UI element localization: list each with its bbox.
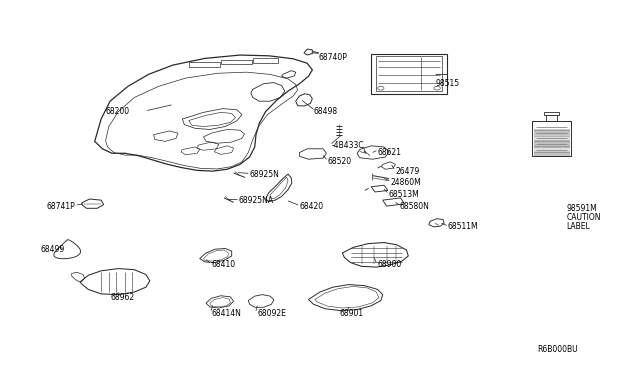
Text: 68901: 68901: [339, 309, 364, 318]
Text: 68580N: 68580N: [400, 202, 430, 211]
Text: 68410: 68410: [211, 260, 236, 269]
Text: 26479: 26479: [396, 167, 420, 176]
Text: 68925NA: 68925NA: [239, 196, 274, 205]
Bar: [189, 62, 220, 67]
Text: LABEL: LABEL: [566, 222, 590, 231]
Bar: [253, 58, 278, 63]
Bar: [534, 141, 570, 147]
Text: 98591M: 98591M: [566, 204, 597, 213]
Text: 68511M: 68511M: [448, 222, 479, 231]
Bar: [534, 130, 570, 135]
Bar: [376, 56, 442, 91]
Text: 68925N: 68925N: [250, 170, 280, 179]
Bar: [532, 121, 571, 156]
Bar: [534, 152, 570, 156]
Text: 68200: 68200: [106, 107, 130, 116]
Bar: [534, 147, 570, 151]
Text: 68414N: 68414N: [211, 309, 241, 318]
Text: 68740P: 68740P: [319, 53, 348, 62]
Text: 68513M: 68513M: [388, 190, 419, 199]
Text: 98515: 98515: [435, 79, 460, 88]
Text: 68092E: 68092E: [258, 309, 287, 318]
Text: 68621: 68621: [378, 148, 402, 157]
Text: 68498: 68498: [314, 107, 338, 116]
Bar: [544, 112, 559, 115]
Bar: [546, 115, 557, 122]
Text: 68900: 68900: [378, 260, 402, 269]
Text: -4B433C: -4B433C: [332, 141, 364, 150]
Text: 68741P: 68741P: [46, 202, 75, 211]
Text: 24860M: 24860M: [390, 178, 421, 187]
Bar: [534, 136, 570, 141]
Text: CAUTION: CAUTION: [566, 213, 601, 222]
Text: 68520: 68520: [328, 157, 352, 166]
Bar: [221, 60, 252, 64]
Text: R6B000BU: R6B000BU: [538, 345, 578, 354]
Bar: [371, 54, 447, 94]
Text: 68420: 68420: [300, 202, 324, 211]
Text: 68962: 68962: [111, 293, 135, 302]
Text: 68499: 68499: [40, 245, 65, 254]
